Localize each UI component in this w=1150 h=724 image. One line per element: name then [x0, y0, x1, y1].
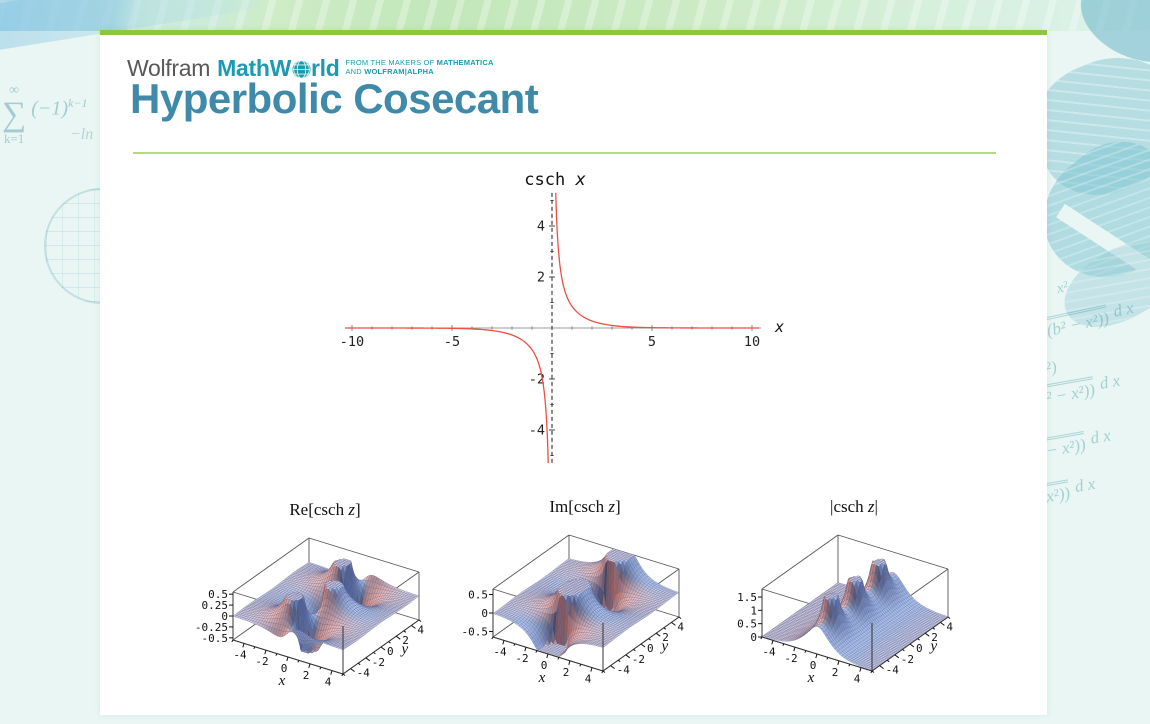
plot-im-surface: [441, 519, 729, 715]
formula-infinity: ∞: [9, 83, 20, 98]
background-formula-right: − x²)) d x: [1044, 425, 1113, 461]
decor-top-band: [0, 0, 1150, 31]
plot-abs-surface: [710, 519, 998, 715]
svg-text:-2: -2: [529, 372, 545, 388]
plot-abs-csch-3d: |csch z|: [710, 497, 998, 715]
background-formula-right: x²)) d x: [1043, 473, 1097, 507]
background-formula-right: x²: [1055, 278, 1070, 298]
background-formula-sum: ∞ ∑ k=1 (−1)k−1: [2, 83, 88, 146]
plot-re-surface: [181, 522, 469, 718]
svg-text:4: 4: [537, 219, 545, 235]
plot-abs-title: |csch z|: [830, 497, 878, 516]
globe-icon: [292, 60, 311, 79]
page-title: Hyperbolic Cosecant: [130, 75, 539, 122]
background-formula-ln: −ln: [70, 126, 94, 143]
svg-text:2: 2: [537, 270, 545, 286]
formula-expression: (−1)k−1: [31, 96, 88, 120]
content-card: Wolfram MathW rld FROM THE MAKERS OF MATH…: [100, 30, 1047, 718]
plot-re-title: Re[csch z]: [289, 500, 361, 519]
logo-mathworld-text: MathW rld: [217, 55, 340, 81]
background-formula-right: (b² − x²))d x: [1044, 298, 1136, 341]
title-divider: [133, 152, 996, 154]
plot2d-curve: [345, 192, 759, 464]
plot2d-x-axis-label: x: [774, 318, 784, 336]
logo-wolfram-text: Wolfram: [127, 55, 211, 81]
plot2d-tick-labels: -10 -5 5 10 -4 -2 2 4: [340, 219, 760, 439]
svg-text:10: 10: [744, 334, 760, 350]
plot-csch-2d: csch x -10 -5 5 10 -4 -2 2 4 x: [330, 165, 800, 473]
plot2d-title: csch x: [524, 170, 586, 190]
background-formula-right: ² − x²)) d x: [1044, 370, 1122, 408]
svg-text:-4: -4: [529, 423, 545, 439]
formula-lower-limit: k=1: [3, 131, 25, 146]
svg-text:-10: -10: [340, 334, 364, 350]
plot-im-csch-3d: Im[csch z]: [441, 497, 729, 715]
formula-sigma: ∑: [2, 96, 27, 133]
svg-text:-5: -5: [444, 334, 460, 350]
site-logo[interactable]: Wolfram MathW rld FROM THE MAKERS OF MATH…: [127, 55, 494, 82]
svg-text:5: 5: [648, 334, 656, 350]
plot-re-csch-3d: Re[csch z]: [181, 500, 469, 718]
logo-tagline: FROM THE MAKERS OF MATHEMATICA AND WOLFR…: [345, 58, 494, 77]
plot-im-title: Im[csch z]: [549, 497, 621, 516]
